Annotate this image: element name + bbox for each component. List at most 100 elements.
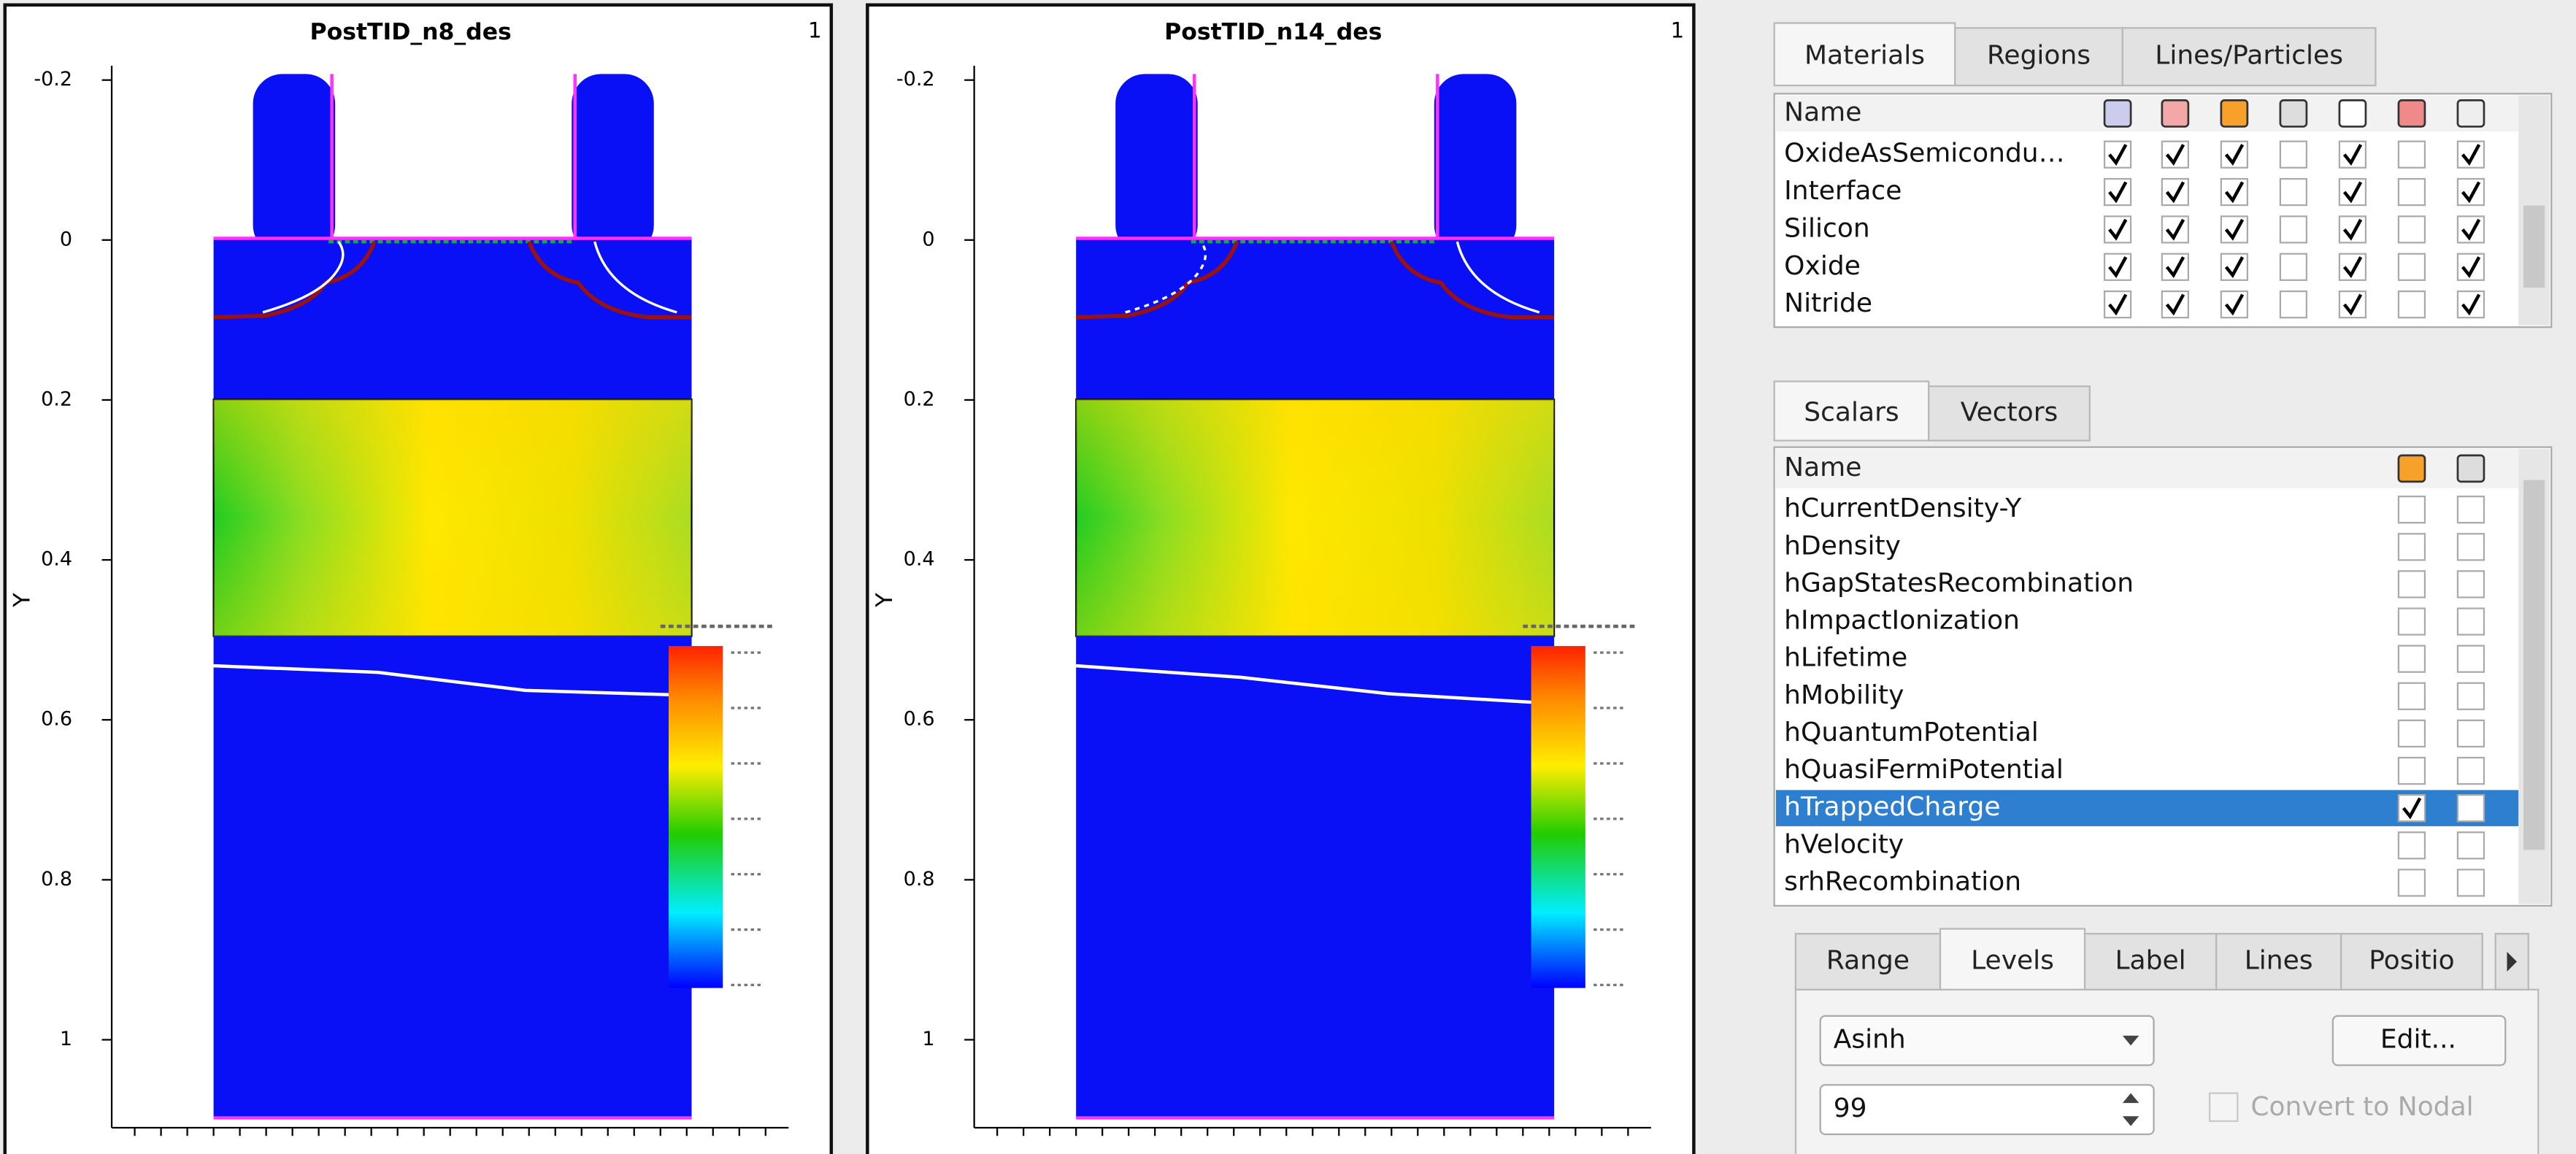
row-name[interactable]: hDensity [1784, 531, 1901, 561]
checkbox-mark [2165, 218, 2185, 241]
checkbox[interactable] [2397, 869, 2426, 897]
checkbox[interactable] [2397, 607, 2426, 636]
checkbox[interactable] [2456, 794, 2485, 823]
checkbox-mark [2342, 181, 2363, 204]
row-name[interactable]: srhRecombination [1784, 866, 2021, 896]
spinbox-value: 99 [1834, 1093, 1867, 1123]
header-name: Name [1784, 453, 1861, 482]
checkbox[interactable] [2161, 140, 2189, 169]
checkbox[interactable] [2220, 253, 2248, 281]
field-overlay [1076, 399, 1555, 636]
column-icon [2397, 454, 2426, 483]
checkbox[interactable] [2456, 719, 2485, 748]
checkbox-mark [2108, 293, 2128, 316]
checkbox[interactable] [2456, 533, 2485, 561]
checkbox-mark [2342, 293, 2363, 316]
checkbox-mark [2461, 293, 2481, 316]
header-name: Name [1784, 97, 1861, 127]
tab[interactable] [1928, 385, 2091, 442]
junction [1389, 241, 1555, 320]
row-name[interactable]: hTrappedCharge [1784, 792, 2000, 822]
tab-label: Regions [1987, 41, 2091, 71]
y-tick-label: 1 [922, 1028, 934, 1050]
checkbox[interactable] [2397, 645, 2426, 673]
checkbox-mark [2461, 218, 2481, 241]
row-name[interactable]: hMobility [1784, 680, 1904, 710]
tab-scroll-arrow [2507, 951, 2517, 972]
checkbox[interactable] [2279, 215, 2308, 244]
column-icon [2338, 99, 2367, 128]
tab[interactable] [1773, 22, 1956, 87]
checkbox[interactable] [2456, 570, 2485, 599]
checkbox-mark [2342, 256, 2363, 279]
tab[interactable] [1773, 380, 1930, 442]
checkbox[interactable] [2456, 869, 2485, 897]
checkbox[interactable] [2279, 140, 2308, 169]
row-name[interactable]: hCurrentDensity-Y [1784, 493, 2022, 523]
checkbox[interactable] [2279, 290, 2308, 319]
y-tick-label: 1 [60, 1028, 72, 1050]
checkbox[interactable] [2279, 253, 2308, 281]
tab[interactable] [2340, 933, 2483, 990]
tab[interactable] [1939, 928, 2086, 990]
checkbox[interactable] [2397, 215, 2426, 244]
gate [1115, 74, 1198, 255]
checkbox[interactable] [2456, 607, 2485, 636]
field-overlay [213, 399, 692, 636]
checkbox[interactable] [2397, 831, 2426, 860]
row-name[interactable]: hLifetime [1784, 643, 1907, 673]
dropdown[interactable] [1819, 1015, 2155, 1066]
row-name[interactable]: hImpactIonization [1784, 606, 2020, 636]
tab-label: Range [1826, 945, 1910, 975]
tab[interactable] [1954, 27, 2123, 87]
checkbox[interactable] [2456, 682, 2485, 710]
row-name[interactable]: hQuantumPotential [1784, 718, 2039, 747]
checkbox[interactable] [2161, 253, 2189, 281]
checkbox[interactable] [2397, 496, 2426, 524]
spinbox[interactable] [1819, 1084, 2155, 1136]
checkbox[interactable] [2456, 645, 2485, 673]
checkbox[interactable] [2456, 496, 2485, 524]
checkbox[interactable] [2338, 177, 2367, 207]
checkbox[interactable] [2397, 719, 2426, 748]
contour [262, 241, 345, 314]
row-name[interactable]: hGapStatesRecombination [1784, 568, 2134, 598]
checkbox-mark [2224, 256, 2245, 279]
tab[interactable] [2121, 27, 2377, 87]
checkbox[interactable] [2456, 756, 2485, 785]
selected-row [1775, 790, 2519, 826]
tab-label: Lines/Particles [2155, 41, 2343, 71]
checkbox[interactable] [2397, 140, 2426, 169]
checkbox-mark [2224, 293, 2245, 316]
row-name[interactable]: hQuasiFermiPotential [1784, 755, 2064, 785]
checkbox-mark [2342, 218, 2363, 241]
row-name: Nitride [1784, 288, 1872, 318]
checkbox[interactable] [2279, 177, 2308, 207]
button[interactable] [2331, 1015, 2507, 1066]
checkbox[interactable] [2397, 290, 2426, 319]
row-name: OxideAsSemicondu… [1784, 139, 2064, 169]
checkbox[interactable] [2397, 570, 2426, 599]
plot: PostTID_n14_des 1 Y -0.2 0 0.2 0.4 0.6 0.8 1 [866, 3, 1696, 1154]
gate [1434, 74, 1517, 255]
contour [593, 241, 677, 314]
checkbox[interactable] [2397, 533, 2426, 561]
color-bar [669, 646, 723, 988]
table-header [1775, 448, 2519, 488]
checkbox[interactable] [2397, 682, 2426, 710]
checkbox[interactable] [2456, 831, 2485, 860]
checkbox[interactable] [2397, 177, 2426, 207]
y-tick-label: 0.8 [41, 868, 72, 890]
substrate [1076, 636, 1555, 1118]
checkbox[interactable] [2208, 1092, 2239, 1123]
row-name[interactable]: hVelocity [1784, 829, 1904, 859]
checkbox[interactable] [2397, 756, 2426, 785]
checkbox-mark [2224, 144, 2245, 166]
checkbox[interactable] [2397, 253, 2426, 281]
checkbox-mark [2461, 181, 2481, 204]
contour [1456, 241, 1540, 314]
tab[interactable] [2083, 933, 2218, 990]
y-tick-label: -0.2 [34, 68, 72, 91]
